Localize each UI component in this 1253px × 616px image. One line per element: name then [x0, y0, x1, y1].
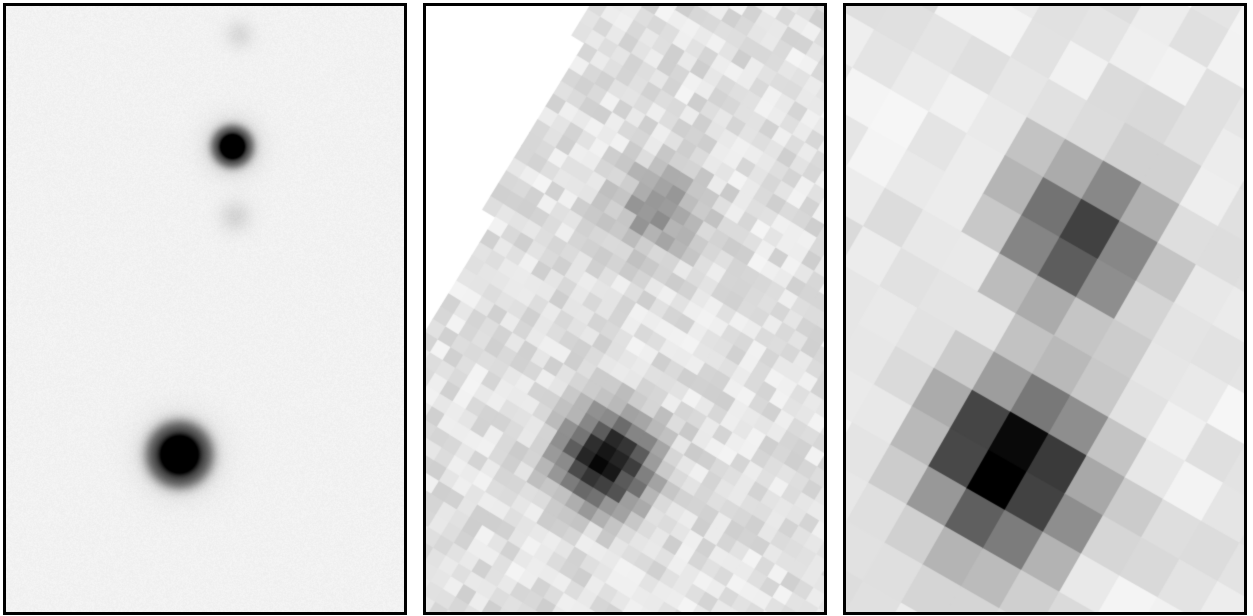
panel-medium-resolution: [423, 3, 827, 615]
low-resolution-image: [846, 6, 1244, 612]
medium-resolution-image: [426, 6, 824, 612]
high-resolution-image: [6, 6, 404, 612]
panel-low-resolution: [843, 3, 1247, 615]
panel-high-resolution: [3, 3, 407, 615]
